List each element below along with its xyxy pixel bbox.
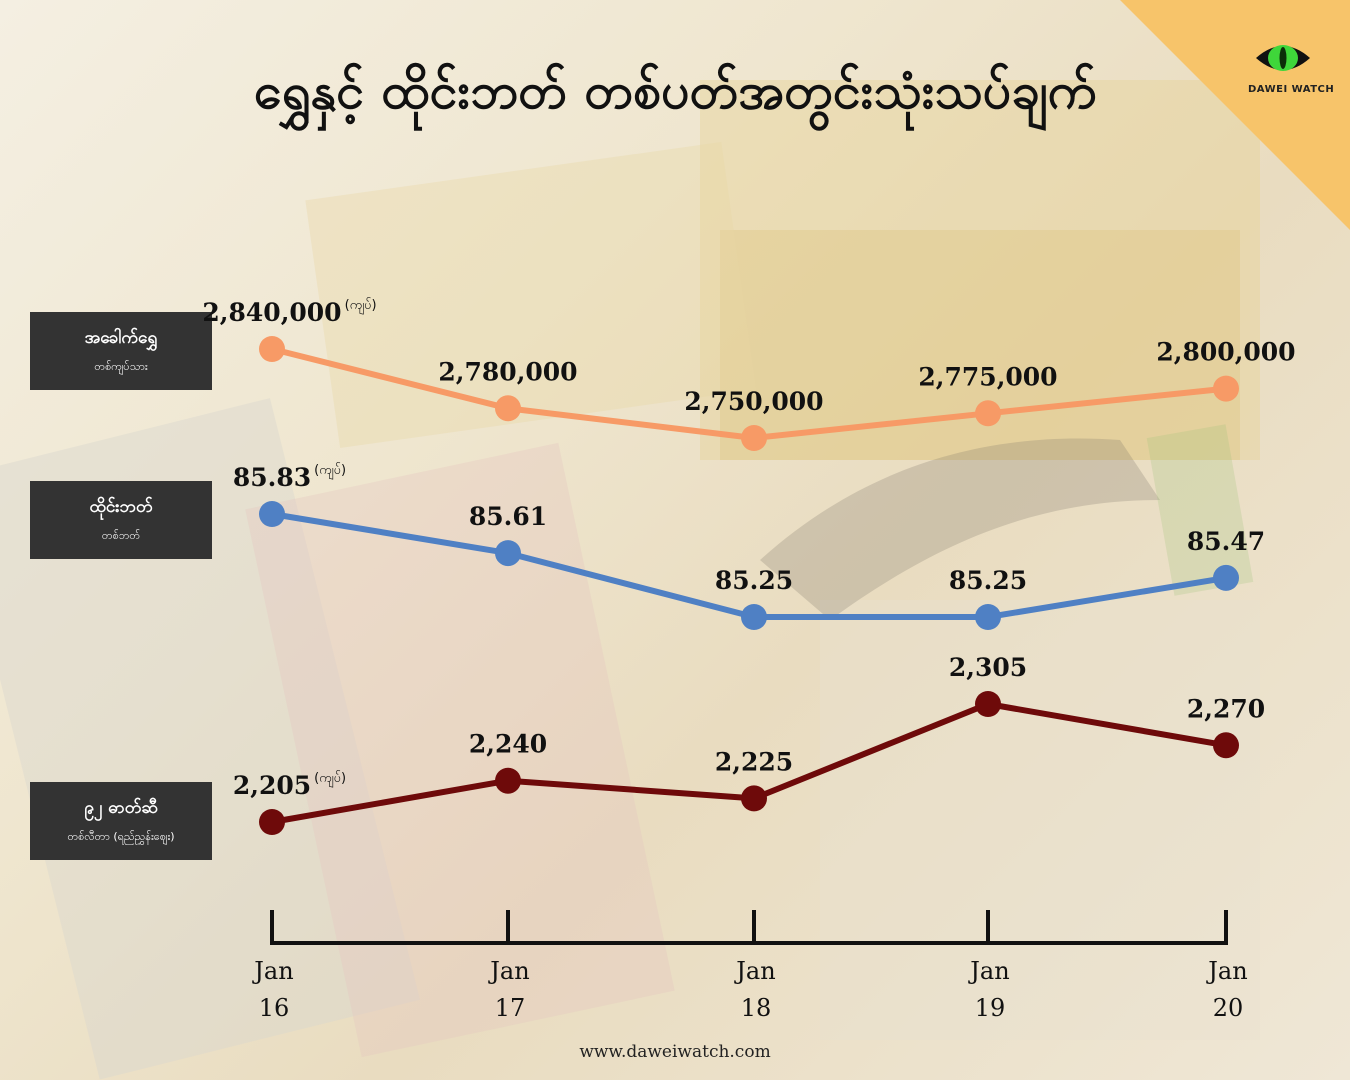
page-title: ရွှေနှင့် ထိုင်းဘတ် တစ်ပတ်အတွင်းသုံးသပ်ခ… [253,62,1097,120]
x-tick-label-month: Jan [487,957,529,985]
series-1-point [741,604,767,630]
series-1-unit-note: (ကျပ်) [314,462,346,480]
series-0-point [495,395,521,422]
logo: DAWEI WATCH [1248,38,1335,95]
series-2-data-label: 2,205 [233,771,311,800]
series-2-point [975,691,1001,717]
x-tick-label-day: 20 [1213,994,1244,1022]
series-0-point [975,400,1001,427]
label-baht-sub: တစ်ဘတ် [101,528,141,542]
series-0-unit-note: (ကျပ်) [345,297,377,315]
series-2-data-label: 2,270 [1187,694,1265,723]
series-2-unit-note: (ကျပ်) [314,770,346,788]
label-fuel: ၉၂ ဓာတ်ဆီ တစ်လီတာ (ရည်ညွှန်းဈေး) [30,782,212,860]
x-tick-label-month: Jan [1205,957,1247,985]
series-1-data-label: 85.25 [949,566,1027,595]
logo-text: DAWEI WATCH [1248,84,1335,95]
x-tick-label-day: 19 [975,994,1006,1022]
series-0-data-label: 2,840,000 [202,298,341,327]
series-2-data-label: 2,240 [469,730,547,759]
label-gold-sub: တစ်ကျပ်သား [94,359,148,373]
label-fuel-main: ၉၂ ဓာတ်ဆီ [84,797,158,818]
series-0-data-label: 2,780,000 [438,357,577,386]
series-0-point [1213,375,1239,402]
label-gold-main: အခေါက်ရွှေ [84,327,158,348]
label-baht-main: ထိုင်းဘတ် [89,496,153,517]
series-2-point [1213,732,1239,759]
series-0-data-label: 2,750,000 [684,387,823,416]
x-tick-label-day: 18 [741,994,772,1022]
eye-icon [1256,45,1310,71]
series-1-point [495,540,521,567]
series-1-data-label: 85.83 [233,463,311,492]
series-1-data-label: 85.25 [715,566,793,595]
series-2-point [495,767,521,794]
x-tick-label-day: 16 [259,994,290,1022]
label-fuel-sub: တစ်လီတာ (ရည်ညွှန်းဈေး) [67,829,175,843]
series-1-point [1213,564,1239,591]
series-1-point [259,501,285,527]
series-0-data-label: 2,800,000 [1156,338,1295,367]
series-2-data-label: 2,225 [715,747,793,776]
series-2-data-label: 2,305 [949,653,1027,682]
series-0-point [259,336,285,362]
series-1-point [975,604,1001,630]
series-2-point [741,785,767,812]
series-1-data-label: 85.61 [469,502,547,531]
series-2-point [259,809,285,835]
x-tick-label-month: Jan [967,957,1009,985]
footer-url: www.daweiwatch.com [579,1042,771,1062]
label-baht: ထိုင်းဘတ် တစ်ဘတ် [30,481,212,559]
series-1-data-label: 85.47 [1187,527,1265,556]
series-0-point [741,425,767,451]
x-tick-label-day: 17 [495,994,526,1022]
label-gold: အခေါက်ရွှေ တစ်ကျပ်သား [30,312,212,390]
x-tick-label-month: Jan [733,957,775,985]
series-0-data-label: 2,775,000 [918,362,1057,391]
x-tick-label-month: Jan [251,957,293,985]
